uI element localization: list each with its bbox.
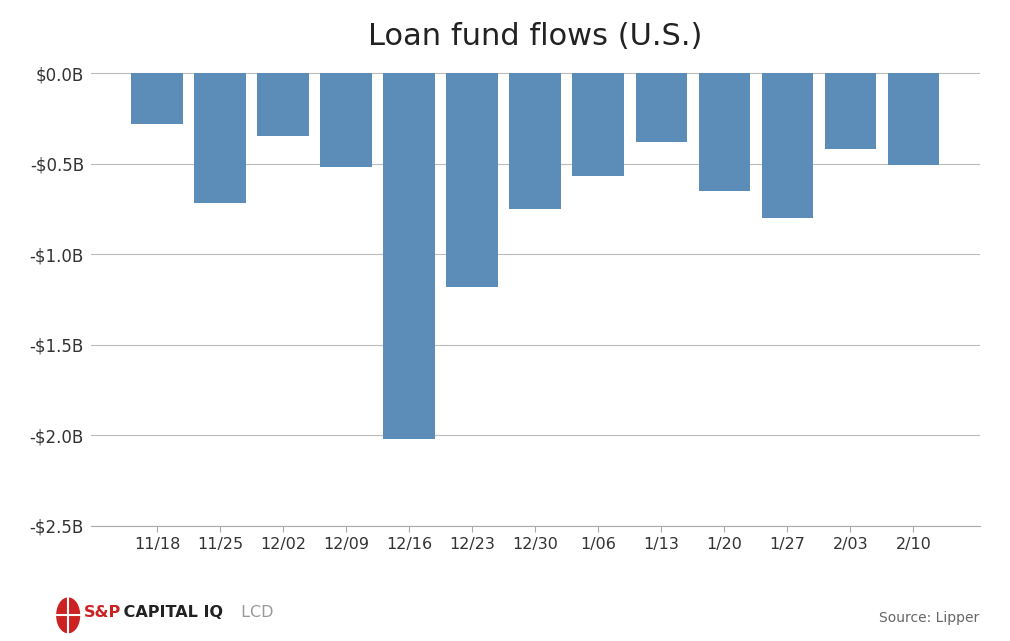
Bar <box>320 73 372 167</box>
Bar <box>888 73 939 165</box>
Bar <box>384 73 435 438</box>
Bar <box>446 73 498 287</box>
Title: Loan fund flows (U.S.): Loan fund flows (U.S.) <box>368 22 703 51</box>
Bar <box>194 73 246 203</box>
Text: LCD: LCD <box>236 606 274 620</box>
Bar <box>699 73 750 191</box>
Bar <box>824 73 877 149</box>
Bar <box>258 73 309 137</box>
Bar <box>573 73 624 176</box>
Bar <box>635 73 687 142</box>
Text: CAPITAL IQ: CAPITAL IQ <box>118 606 223 620</box>
Text: Source: Lipper: Source: Lipper <box>880 611 980 625</box>
Bar <box>509 73 562 209</box>
Circle shape <box>57 598 80 633</box>
Bar <box>131 73 183 124</box>
Bar <box>762 73 813 218</box>
Text: S&P: S&P <box>84 606 121 620</box>
